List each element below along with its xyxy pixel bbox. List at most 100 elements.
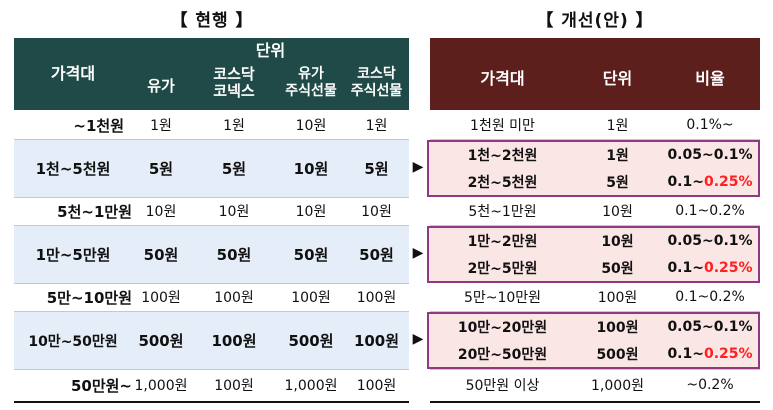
cell-kospi-futures: 50원 bbox=[293, 246, 329, 264]
table-row: 1만~5만원 50원 50원 50원 50원 bbox=[14, 226, 409, 283]
proposed-title: 【 개선(안) 】 bbox=[536, 11, 654, 31]
row-divider bbox=[14, 225, 409, 226]
cell-unit: 1,000원 bbox=[591, 378, 644, 394]
table-row: 10만~20만원 100원 0.05~0.1% bbox=[430, 313, 760, 340]
proposed-split-box bbox=[427, 226, 760, 283]
cell-unit: 10원 bbox=[602, 204, 633, 220]
header-price-band-proposed: 가격대 bbox=[480, 69, 525, 88]
header-price-band: 가격대 bbox=[50, 64, 96, 83]
row-divider bbox=[430, 139, 760, 140]
cell-band: 1만~5만원 bbox=[35, 246, 111, 264]
cell-band: 10만~50만원 bbox=[28, 333, 118, 350]
header-unit-group: 단위 bbox=[255, 41, 286, 60]
table-row: 5천~1만원 10원 10원 10원 10원 bbox=[14, 197, 409, 225]
cell-ratio: 0.1~ 0.25% bbox=[667, 346, 753, 362]
row-divider bbox=[14, 311, 409, 312]
cell-kosdaq-futures: 10원 bbox=[361, 204, 392, 220]
proposed-split-box bbox=[427, 140, 760, 197]
row-highlight bbox=[14, 226, 409, 283]
cell-ratio: 0.1%~ bbox=[686, 117, 734, 133]
cell-kosdaq-futures: 100원 bbox=[356, 378, 397, 394]
cell-kosdaq-futures: 100원 bbox=[353, 332, 400, 350]
cell-ratio: 0.05~0.1% bbox=[667, 146, 753, 163]
cell-kosdaq-futures: 50원 bbox=[359, 246, 394, 264]
cell-kospi: 100원 bbox=[141, 290, 181, 306]
cell-kosdaq: 10원 bbox=[218, 204, 250, 220]
cell-kospi-futures: 500원 bbox=[288, 332, 334, 350]
row-divider bbox=[430, 225, 760, 226]
header-col-kospi-futures: 유가 주식선물 bbox=[285, 66, 337, 99]
cell-band: 20만~50만원 bbox=[457, 347, 548, 363]
cell-kosdaq: 100원 bbox=[214, 378, 254, 394]
row-divider bbox=[14, 369, 409, 370]
cell-band: 50만원 이상 bbox=[465, 378, 540, 394]
table-row: 1천~2천원 1원 0.05~0.1% bbox=[430, 141, 760, 168]
row-highlight bbox=[14, 312, 409, 369]
table-bottom-rule bbox=[430, 401, 760, 403]
table-row: ~1천원 1원 1원 10원 1원 bbox=[14, 111, 409, 139]
row-divider bbox=[430, 311, 760, 312]
table-row: 20만~50만원 500원 0.1~ 0.25% bbox=[430, 340, 760, 368]
cell-unit: 1원 bbox=[606, 147, 629, 164]
table-row: 1천원 미만 1원 0.1%~ bbox=[430, 111, 760, 139]
header-ratio: 비율 bbox=[695, 69, 725, 88]
cell-kosdaq-futures: 1원 bbox=[365, 118, 388, 134]
cell-band: ~1천원 bbox=[73, 116, 124, 135]
cell-kospi-futures: 10원 bbox=[295, 118, 327, 134]
cell-kospi-futures: 1,000원 bbox=[284, 378, 338, 394]
cell-kosdaq: 50원 bbox=[216, 246, 252, 264]
cell-ratio: 0.05~0.1% bbox=[667, 318, 753, 335]
row-highlight bbox=[14, 140, 409, 197]
cell-unit: 100원 bbox=[597, 290, 638, 306]
arrow-right-icon: ▶ bbox=[412, 159, 424, 175]
cell-kospi: 1원 bbox=[150, 118, 172, 134]
cell-kospi: 50원 bbox=[143, 246, 179, 264]
header-col-kosdaq-konex: 코스닥 코넥스 bbox=[213, 65, 255, 100]
cell-band: 1만~2만원 bbox=[467, 233, 538, 250]
cell-unit: 500원 bbox=[596, 347, 639, 363]
cell-unit: 50원 bbox=[601, 261, 634, 277]
table-row: 1만~2만원 10원 0.05~0.1% bbox=[430, 227, 760, 254]
cell-unit: 1원 bbox=[606, 118, 629, 134]
cell-band: 5만~10만원 bbox=[46, 288, 132, 307]
table-row: 5천~1만원 10원 0.1~0.2% bbox=[430, 197, 760, 225]
cell-unit: 100원 bbox=[596, 319, 639, 336]
cell-band: 5천~1만원 bbox=[57, 202, 132, 221]
header-col-kosdaq-futures: 코스닥 주식선물 bbox=[350, 66, 403, 99]
table-row: 1천~5천원 5원 5원 10원 5원 bbox=[14, 140, 409, 197]
table-row: 2만~5만원 50원 0.1~ 0.25% bbox=[430, 254, 760, 282]
cell-kospi-futures: 100원 bbox=[291, 290, 331, 306]
table-row: 10만~50만원 500원 100원 500원 100원 bbox=[14, 312, 409, 369]
cell-unit: 5원 bbox=[606, 175, 629, 191]
cell-band: 1천~5천원 bbox=[35, 160, 111, 178]
cell-ratio: 0.1~ 0.25% bbox=[667, 174, 753, 190]
row-divider bbox=[14, 197, 409, 198]
cell-band: 1천원 미만 bbox=[470, 118, 535, 134]
table-row: 50만원~ 1,000원 100원 1,000원 100원 bbox=[14, 370, 409, 400]
cell-ratio: 0.1~ 0.25% bbox=[667, 260, 753, 276]
cell-kospi: 1,000원 bbox=[134, 378, 188, 394]
proposed-split-box bbox=[427, 312, 760, 369]
table-row: 50만원 이상 1,000원 ~0.2% bbox=[430, 370, 760, 400]
header-unit-proposed: 단위 bbox=[602, 69, 633, 88]
row-divider bbox=[430, 369, 760, 370]
header-col-kospi: 유가 bbox=[147, 77, 175, 95]
cell-kosdaq-futures: 100원 bbox=[356, 290, 397, 306]
cell-band: 10만~20만원 bbox=[457, 319, 548, 336]
cell-unit: 10원 bbox=[601, 233, 634, 250]
proposed-table-header: 가격대 단위 비율 bbox=[430, 38, 760, 110]
row-divider bbox=[14, 283, 409, 284]
cell-ratio: ~0.2% bbox=[686, 377, 734, 393]
cell-ratio: 0.05~0.1% bbox=[667, 232, 753, 249]
current-title: 【 현행 】 bbox=[170, 11, 254, 31]
table-row: 5만~10만원 100원 0.1~0.2% bbox=[430, 283, 760, 311]
arrow-right-icon: ▶ bbox=[412, 331, 424, 347]
cell-kosdaq: 1원 bbox=[223, 118, 245, 134]
table-row: 5만~10만원 100원 100원 100원 100원 bbox=[14, 283, 409, 311]
cell-kospi-futures: 10원 bbox=[293, 160, 329, 178]
cell-band: 5만~10만원 bbox=[463, 290, 542, 306]
row-divider bbox=[14, 139, 409, 140]
table-row: 2천~5천원 5원 0.1~ 0.25% bbox=[430, 168, 760, 196]
cell-ratio: 0.1~0.2% bbox=[675, 203, 745, 219]
cell-kospi-futures: 10원 bbox=[295, 204, 327, 220]
